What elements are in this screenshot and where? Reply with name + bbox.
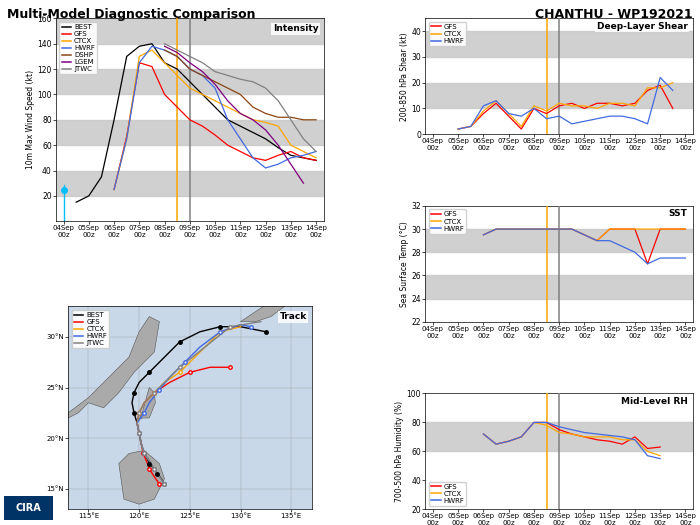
Bar: [426, 32, 693, 57]
Y-axis label: 700-500 hPa Humidity (%): 700-500 hPa Humidity (%): [395, 401, 404, 502]
Bar: [426, 276, 693, 299]
Polygon shape: [195, 250, 235, 291]
Text: Intensity: Intensity: [273, 25, 318, 34]
Polygon shape: [139, 387, 155, 419]
Text: SST: SST: [668, 209, 687, 218]
Bar: [426, 229, 693, 252]
Text: Track: Track: [279, 312, 307, 321]
Bar: [56, 120, 323, 145]
Bar: [426, 83, 693, 109]
Text: Deep-Layer Shear: Deep-Layer Shear: [597, 22, 687, 31]
Text: Mid-Level RH: Mid-Level RH: [621, 397, 687, 406]
Legend: GFS, CTCX, HWRF: GFS, CTCX, HWRF: [429, 209, 466, 234]
Y-axis label: Sea Surface Temp (°C): Sea Surface Temp (°C): [400, 221, 409, 307]
Polygon shape: [22, 433, 48, 454]
Legend: GFS, CTCX, HWRF: GFS, CTCX, HWRF: [429, 22, 466, 46]
Legend: BEST, GFS, CTCX, HWRF, JTWC: BEST, GFS, CTCX, HWRF, JTWC: [71, 310, 109, 348]
Bar: [56, 18, 323, 44]
Bar: [426, 423, 693, 451]
Text: Multi-Model Diagnostic Comparison: Multi-Model Diagnostic Comparison: [7, 8, 256, 21]
Legend: GFS, CTCX, HWRF: GFS, CTCX, HWRF: [429, 481, 466, 506]
Y-axis label: 200-850 hPa Shear (kt): 200-850 hPa Shear (kt): [400, 32, 409, 121]
Legend: BEST, GFS, CTCX, HWRF, DSHP, LGEM, JTWC: BEST, GFS, CTCX, HWRF, DSHP, LGEM, JTWC: [60, 22, 97, 74]
Polygon shape: [119, 450, 164, 504]
Polygon shape: [68, 317, 160, 418]
Bar: [56, 69, 323, 94]
Y-axis label: 10m Max Wind Speed (kt): 10m Max Wind Speed (kt): [26, 70, 34, 170]
Polygon shape: [241, 271, 312, 322]
Text: CHANTHU - WP192021: CHANTHU - WP192021: [536, 8, 693, 21]
Text: CIRA: CIRA: [15, 503, 41, 513]
Bar: [56, 171, 323, 196]
